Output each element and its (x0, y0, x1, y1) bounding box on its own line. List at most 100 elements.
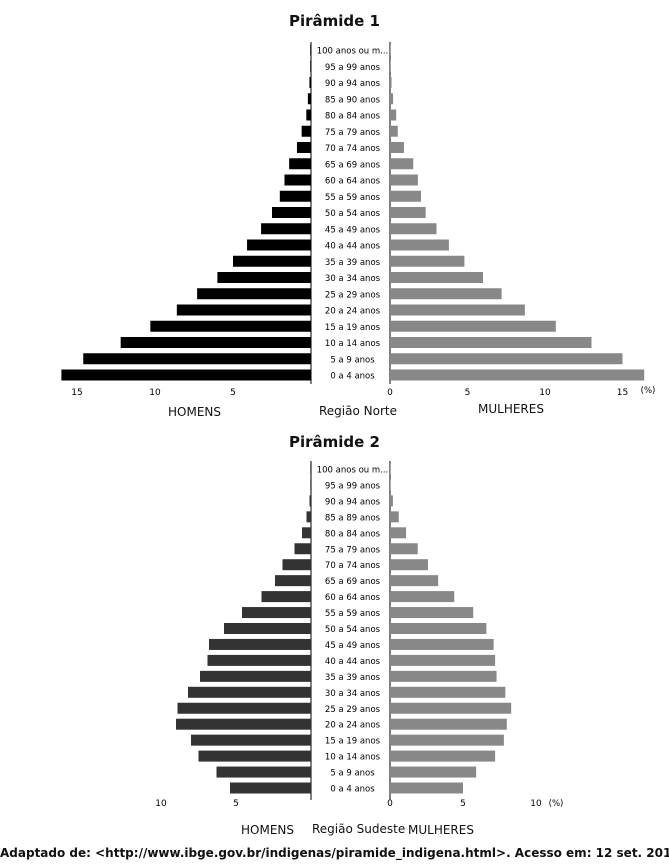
age-group-label: 10 a 14 anos (325, 339, 381, 349)
age-group-label: 80 a 84 anos (325, 529, 381, 539)
men-bar (242, 607, 311, 619)
women-bar (390, 479, 391, 491)
age-group-label: 5 a 9 anos (330, 355, 375, 365)
women-bar (390, 670, 497, 682)
men-bar (307, 93, 311, 105)
age-group-label: 50 a 54 anos (325, 625, 381, 635)
women-bar (390, 591, 455, 603)
men-bar (279, 190, 311, 202)
age-group-label: 90 a 94 anos (325, 497, 381, 507)
women-bar (390, 353, 623, 365)
men-bar (289, 158, 311, 170)
age-group-label: 20 a 24 anos (325, 721, 381, 731)
men-bar (306, 511, 311, 523)
women-bar (390, 718, 507, 730)
men-bar (310, 44, 311, 56)
right-tick-label: 0 (387, 799, 393, 809)
men-bar (310, 60, 311, 72)
age-group-label: 65 a 69 anos (325, 160, 381, 170)
women-bar (390, 511, 399, 523)
men-bar (306, 109, 311, 121)
age-group-label: 0 a 4 anos (330, 785, 375, 795)
age-group-label: 55 a 59 anos (325, 193, 381, 203)
women-bar (390, 463, 391, 475)
age-group-label: 40 a 44 anos (325, 657, 381, 667)
men-bar (233, 255, 311, 267)
men-bar (296, 142, 311, 153)
age-group-label: 20 a 24 anos (325, 307, 381, 317)
women-bar (390, 654, 496, 666)
pyramid-1-title: Pirâmide 1 (289, 12, 380, 30)
men-bar (198, 750, 311, 762)
men-bar (216, 766, 311, 778)
men-bar (261, 591, 311, 603)
unit-label: (%) (549, 799, 564, 809)
women-bar (390, 734, 504, 746)
women-bar (390, 782, 463, 794)
age-group-label: 30 a 34 anos (325, 274, 381, 284)
source-citation: Adaptado de: <http://www.ibge.gov.br/ind… (0, 846, 669, 860)
men-bar (275, 575, 311, 587)
age-group-label: 85 a 90 anos (325, 95, 381, 105)
left-tick-label: 5 (230, 388, 236, 398)
women-bar (390, 337, 592, 348)
pyramid-2-women-label: MULHERES (408, 823, 474, 837)
men-bar (284, 174, 311, 186)
men-bar (200, 670, 311, 682)
pyramid-1-chart: 100 anos ou m... 95 a 99 anos 90 a 94 anos… (61, 42, 656, 398)
women-bar (390, 272, 483, 283)
women-bar (390, 255, 465, 267)
women-bar (390, 495, 393, 507)
age-group-label: 35 a 39 anos (325, 258, 381, 268)
age-group-label: 75 a 79 anos (325, 128, 381, 138)
men-bar (230, 782, 311, 794)
women-bar (390, 158, 414, 170)
age-group-label: 95 a 99 anos (325, 63, 381, 73)
women-bar (390, 44, 391, 56)
age-group-label: 90 a 94 anos (325, 79, 381, 89)
men-bar (61, 369, 312, 381)
women-bar (390, 60, 391, 72)
age-group-label: 65 a 69 anos (325, 577, 381, 587)
women-bar (390, 125, 398, 137)
women-bar (390, 559, 428, 571)
pyramid-2-chart: 100 anos ou m... 95 a 99 anos 90 a 94 anos… (155, 461, 564, 809)
age-group-label: 70 a 74 anos (325, 144, 381, 154)
men-bar (197, 288, 311, 300)
age-group-label: 95 a 99 anos (325, 481, 381, 491)
women-bar (390, 575, 439, 587)
women-bar (390, 93, 394, 105)
men-bar (209, 638, 311, 650)
pyramid-2-region-label: Região Sudeste (312, 822, 406, 836)
men-bar (309, 495, 311, 507)
women-bar (390, 223, 437, 235)
women-bar (390, 109, 397, 121)
age-group-label: 80 a 84 anos (325, 112, 381, 122)
men-bar (83, 353, 312, 365)
men-bar (176, 304, 311, 316)
men-bar (294, 543, 311, 555)
men-bar (224, 623, 311, 634)
women-bar (390, 623, 487, 634)
pyramid-1-women-label: MULHERES (478, 402, 544, 416)
right-tick-label: 0 (387, 388, 393, 398)
pyramid-2-title: Pirâmide 2 (289, 433, 380, 451)
men-bar (177, 702, 311, 714)
men-bar (207, 654, 311, 666)
unit-label: (%) (641, 386, 656, 396)
women-bar (390, 77, 392, 88)
women-bar (390, 750, 496, 762)
pyramid-1-men-label: HOMENS (168, 405, 221, 419)
men-bar (282, 559, 311, 571)
men-bar (188, 686, 311, 698)
left-tick-label: 15 (71, 388, 82, 398)
right-tick-label: 10 (530, 799, 542, 809)
men-bar (120, 337, 312, 348)
women-bar (390, 702, 512, 714)
age-group-label: 60 a 64 anos (325, 177, 381, 187)
men-bar (150, 320, 311, 332)
age-group-label: 40 a 44 anos (325, 242, 381, 252)
women-bar (390, 543, 418, 555)
men-bar (272, 207, 311, 218)
age-group-label: 45 a 49 anos (325, 225, 381, 235)
